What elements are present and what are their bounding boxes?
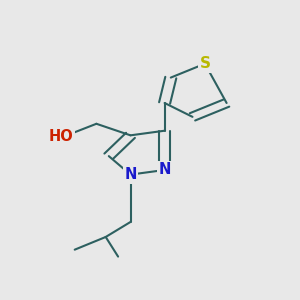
Text: S: S <box>200 56 210 71</box>
Text: N: N <box>158 163 171 178</box>
Text: N: N <box>124 167 137 182</box>
Text: HO: HO <box>48 129 73 144</box>
